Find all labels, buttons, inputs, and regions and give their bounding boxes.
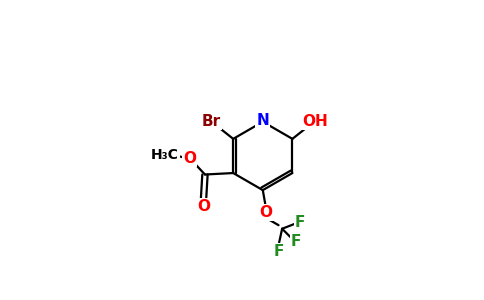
Text: N: N — [257, 113, 269, 128]
Text: F: F — [295, 215, 305, 230]
Text: OH: OH — [302, 113, 328, 128]
Text: O: O — [259, 205, 272, 220]
Text: O: O — [183, 151, 196, 166]
Text: H₃C: H₃C — [151, 148, 179, 162]
Text: Br: Br — [201, 113, 221, 128]
Text: O: O — [197, 199, 210, 214]
Text: F: F — [274, 244, 284, 260]
Text: F: F — [291, 234, 301, 249]
